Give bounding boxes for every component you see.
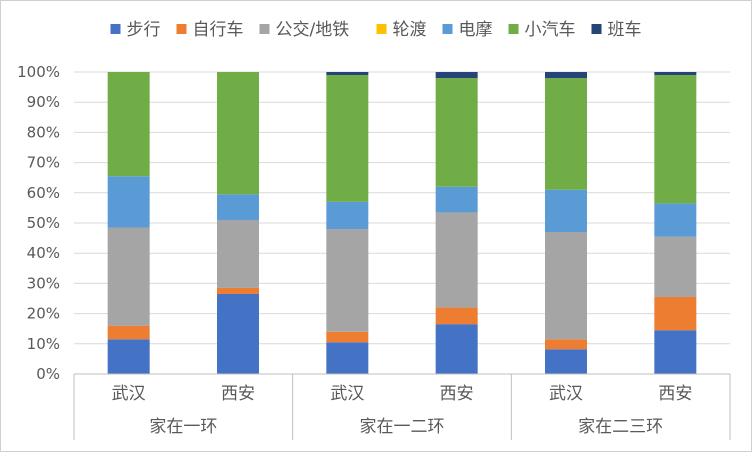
bar-segment: [217, 293, 259, 374]
y-tick-label: 0%: [36, 365, 60, 383]
x-group-label: 家在二三环: [578, 417, 663, 437]
bar-segment: [545, 78, 587, 190]
bar-segment: [545, 349, 587, 374]
bar-segment: [107, 325, 150, 340]
y-tick-label: 50%: [27, 214, 60, 232]
bar-segment: [435, 212, 478, 308]
y-tick-label: 60%: [27, 184, 60, 202]
y-tick-label: 80%: [27, 123, 60, 141]
bar-segment: [435, 307, 478, 325]
y-tick-label: 100%: [17, 63, 60, 81]
bar-segment: [326, 75, 369, 202]
bar-segment: [545, 72, 587, 79]
bar-segment: [654, 236, 697, 297]
legend-swatch: [176, 24, 187, 34]
bar-segment: [107, 339, 150, 374]
legend-label: 轮渡: [393, 20, 427, 40]
bar-segment: [654, 72, 697, 76]
bar-segment: [435, 78, 478, 187]
bars: [107, 72, 697, 374]
bar-segment: [107, 227, 150, 326]
y-tick-label: 30%: [27, 274, 60, 292]
bar-segment: [654, 296, 697, 331]
bar-segment: [326, 229, 369, 332]
y-tick-label: 40%: [27, 244, 60, 262]
x-category-label: 西安: [658, 384, 692, 404]
x-category-label: 西安: [221, 384, 255, 404]
bar-segment: [217, 287, 259, 294]
legend-swatch: [110, 24, 121, 34]
bar-segment: [435, 324, 478, 374]
x-category-label: 武汉: [549, 384, 583, 404]
legend: 步行 自行车 公交/地铁 轮渡 电摩 小汽车 班车: [110, 20, 642, 40]
bar-segment: [654, 203, 697, 237]
legend-label: 电摩: [459, 20, 493, 40]
bar-segment: [326, 72, 369, 76]
legend-label: 班车: [608, 20, 642, 40]
y-tick-label: 20%: [27, 305, 60, 323]
legend-swatch: [259, 24, 270, 34]
legend-label: 步行: [127, 20, 161, 40]
x-category-label: 西安: [440, 384, 474, 404]
bar-segment: [545, 232, 587, 340]
bar-segment: [217, 219, 259, 288]
bar-segment: [326, 201, 369, 230]
bar-segment: [107, 72, 150, 177]
bar-segment: [326, 342, 369, 374]
bar-segment: [435, 72, 478, 79]
x-category-label: 武汉: [112, 384, 146, 404]
legend-swatch: [591, 24, 602, 34]
bar-segment: [326, 331, 369, 343]
x-group-label: 家在一二环: [360, 417, 445, 437]
bar-segment: [654, 75, 697, 204]
bar-segment: [654, 330, 697, 374]
gridlines: [74, 71, 730, 345]
y-tick-label: 70%: [27, 154, 60, 172]
bar-segment: [217, 72, 259, 195]
y-axis-ticks: 0% 10% 20% 30% 40% 50% 60% 70% 80% 90% 100%: [17, 63, 60, 383]
bar-segment: [217, 194, 259, 220]
bar-segment: [107, 176, 150, 228]
legend-swatch: [442, 24, 453, 34]
bar-segment: [545, 189, 587, 233]
y-tick-label: 90%: [27, 93, 60, 111]
y-tick-label: 10%: [27, 335, 60, 353]
legend-label: 公交/地铁: [276, 20, 350, 40]
bar-segment: [545, 339, 587, 350]
legend-swatch: [508, 24, 519, 34]
legend-label: 自行车: [193, 20, 244, 40]
bar-segment: [435, 186, 478, 213]
x-category-label: 武汉: [330, 384, 364, 404]
legend-label: 小汽车: [525, 20, 576, 40]
legend-swatch: [376, 24, 387, 34]
x-group-label: 家在一环: [149, 417, 217, 437]
